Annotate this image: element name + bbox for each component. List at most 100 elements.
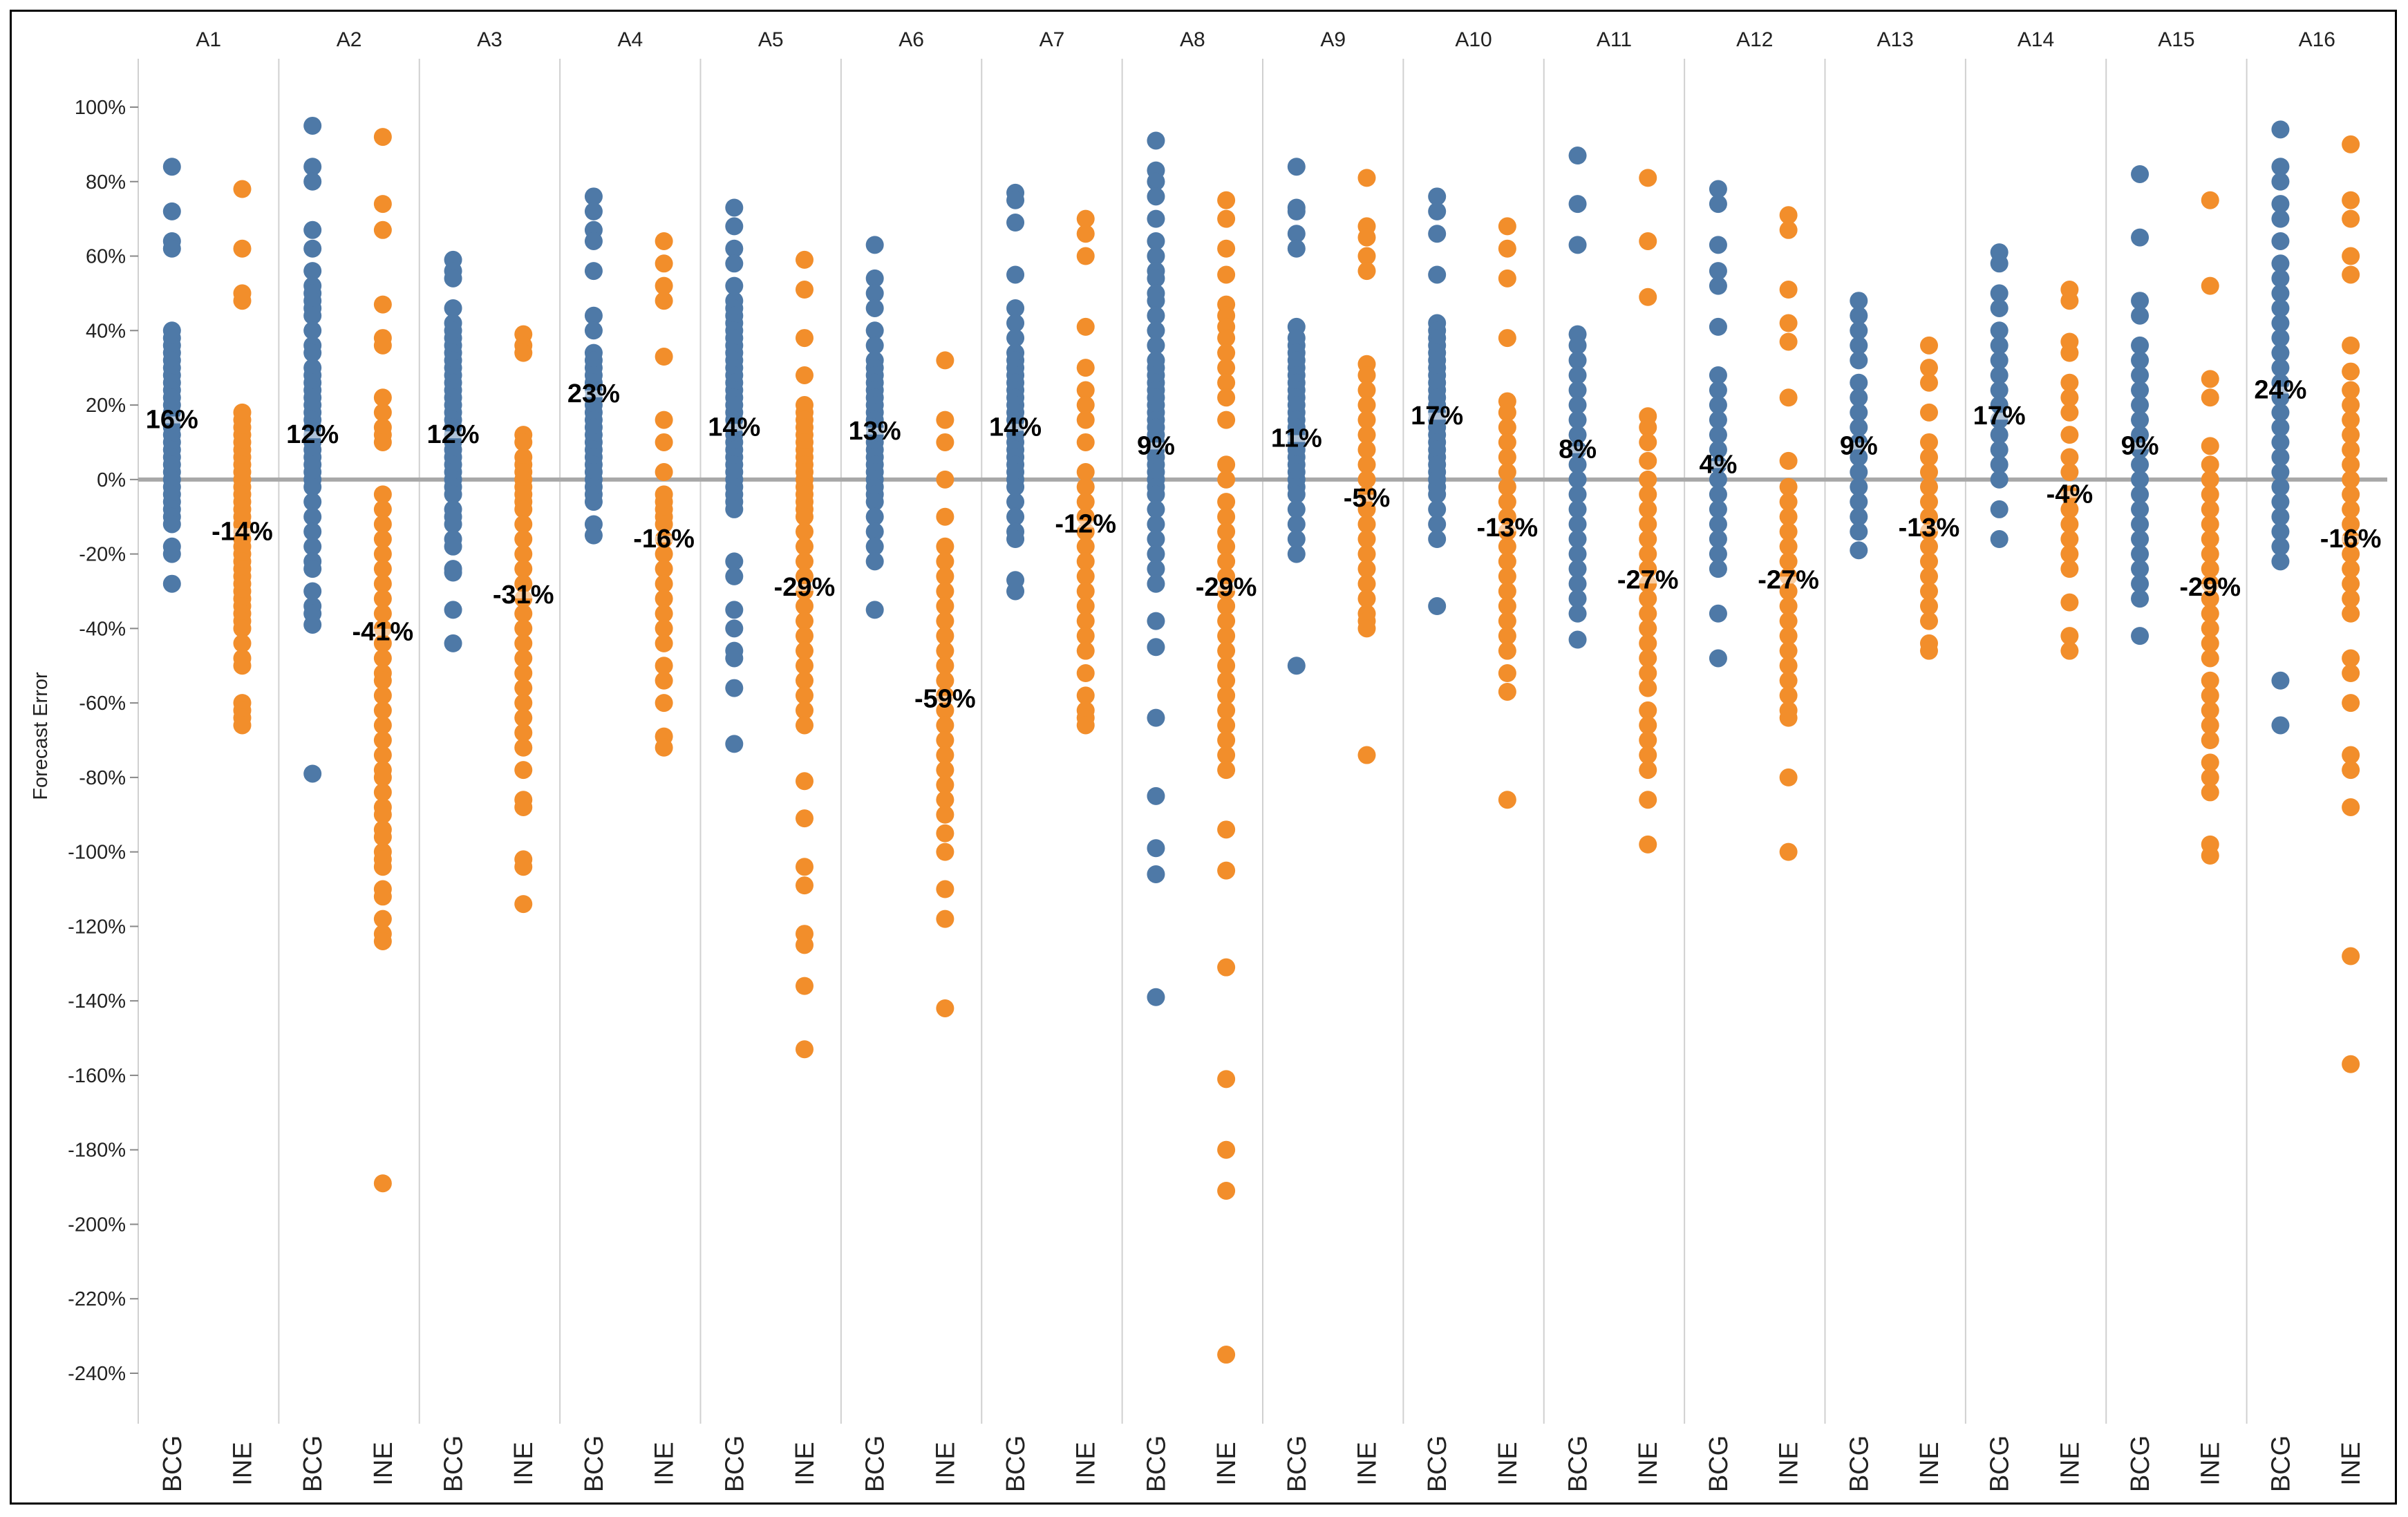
data-point: [2271, 493, 2290, 511]
data-point: [2342, 664, 2360, 683]
data-point: [1990, 470, 2009, 489]
data-point: [2060, 426, 2079, 444]
data-point: [1990, 500, 2009, 518]
data-point: [514, 530, 533, 549]
data-point: [1428, 202, 1447, 220]
data-point: [1147, 485, 1165, 504]
data-point: [795, 1040, 813, 1059]
data-point: [1217, 470, 1236, 489]
data-point: [1147, 131, 1165, 150]
data-point: [1779, 582, 1798, 601]
data-point: [1919, 612, 1938, 630]
data-point: [795, 876, 813, 895]
data-point: [2271, 254, 2290, 273]
data-point: [514, 634, 533, 652]
data-point: [2131, 351, 2150, 370]
data-point: [1357, 574, 1376, 593]
data-point: [1709, 530, 1727, 549]
data-point: [1919, 567, 1938, 585]
data-point: [2201, 671, 2219, 690]
data-point: [2342, 500, 2360, 518]
data-point: [2131, 545, 2150, 563]
data-point: [1709, 515, 1727, 534]
data-point: [1428, 225, 1447, 243]
data-point: [2271, 329, 2290, 348]
data-point: [1357, 590, 1376, 608]
data-point: [1639, 232, 1657, 250]
data-point: [1498, 582, 1516, 601]
data-point: [2060, 388, 2079, 407]
panel-label: A4: [617, 28, 643, 51]
data-point: [1076, 317, 1095, 336]
data-point: [1568, 604, 1587, 623]
data-point: [2342, 1055, 2360, 1073]
median-label: -31%: [493, 581, 554, 610]
median-label: -29%: [1196, 573, 1257, 602]
data-point: [936, 612, 954, 630]
data-point: [514, 560, 533, 578]
data-point: [1076, 537, 1095, 556]
category-label: INE: [1634, 1442, 1663, 1485]
data-point: [2131, 411, 2150, 429]
median-marker: [1705, 461, 1731, 469]
data-point: [1147, 839, 1165, 858]
data-point: [795, 657, 813, 675]
data-point: [1709, 560, 1727, 578]
data-point: [655, 515, 673, 534]
data-point: [936, 433, 954, 451]
data-point: [2131, 228, 2150, 247]
median-label: 9%: [1137, 431, 1175, 460]
data-point: [1779, 686, 1798, 705]
y-tick-label: -80%: [79, 767, 126, 789]
data-point: [795, 936, 813, 954]
data-point: [1709, 396, 1727, 415]
data-point: [1639, 604, 1657, 623]
data-point: [1850, 351, 1868, 370]
data-point: [373, 128, 392, 147]
data-point: [444, 563, 462, 582]
median-label: 4%: [1699, 450, 1737, 479]
data-point: [1568, 574, 1587, 593]
data-point: [514, 545, 533, 563]
data-point: [1709, 649, 1727, 668]
data-point: [1006, 299, 1025, 317]
data-point: [1357, 381, 1376, 399]
data-point: [1919, 463, 1938, 482]
data-point: [2060, 463, 2079, 482]
data-point: [2342, 336, 2360, 355]
data-point: [373, 716, 392, 735]
median-marker: [1073, 520, 1098, 528]
data-point: [1709, 366, 1727, 384]
data-point: [1006, 191, 1025, 209]
data-point: [514, 574, 533, 593]
category-label: BCG: [1283, 1435, 1312, 1492]
data-point: [1498, 627, 1516, 646]
median-marker: [1143, 442, 1169, 450]
data-point: [1919, 507, 1938, 526]
data-point: [1498, 597, 1516, 616]
median-marker: [651, 536, 677, 543]
data-point: [1428, 265, 1447, 284]
data-point: [303, 478, 322, 496]
data-point: [2271, 158, 2290, 176]
data-point: [1357, 396, 1376, 415]
y-axis-title: Forecast Error: [30, 672, 52, 800]
data-point: [1076, 433, 1095, 451]
data-point: [373, 910, 392, 928]
data-point: [373, 746, 392, 764]
data-point: [1709, 426, 1727, 444]
category-label: INE: [650, 1442, 679, 1485]
y-tick-label: 0%: [97, 469, 126, 491]
data-point: [2271, 314, 2290, 332]
data-point: [1990, 321, 2009, 340]
data-point: [2342, 247, 2360, 265]
median-label: 9%: [2121, 431, 2159, 460]
data-point: [1709, 440, 1727, 459]
data-point: [1357, 228, 1376, 247]
data-point: [795, 281, 813, 299]
data-point: [1919, 552, 1938, 571]
median-label: 24%: [2254, 376, 2306, 405]
data-point: [1357, 455, 1376, 474]
data-point: [2342, 947, 2360, 965]
y-tick-label: -220%: [68, 1288, 126, 1310]
